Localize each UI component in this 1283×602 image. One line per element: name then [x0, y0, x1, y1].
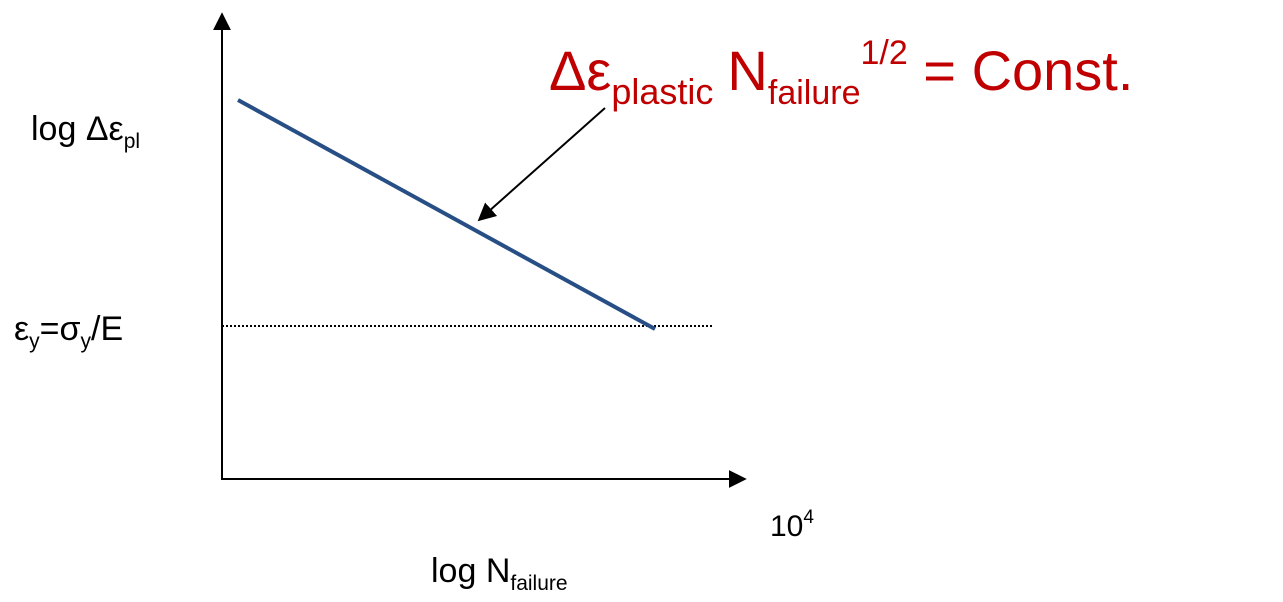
threshold-epsilon: ε — [14, 310, 29, 348]
equation-n: N — [727, 39, 767, 102]
threshold-sigma: =σ — [40, 310, 81, 348]
equation-n-subscript: failure — [768, 74, 861, 112]
x-axis-label-main: log N — [431, 552, 510, 590]
y-axis-label-main: log Δε — [31, 110, 124, 148]
equation-tail: = Const. — [908, 39, 1134, 102]
annotation-arrow — [477, 107, 606, 222]
y-axis-label: log Δεpl — [31, 110, 140, 153]
threshold-epsilon-subscript: y — [29, 330, 40, 353]
equation-label: Δεplastic Nfailure1/2 = Const. — [549, 34, 1133, 112]
x-tick-base: 10 — [770, 510, 803, 543]
threshold-label: εy=σy/E — [14, 310, 123, 353]
x-axis-label-subscript: failure — [510, 572, 567, 595]
x-tick-exponent: 4 — [803, 507, 814, 528]
x-tick-label: 104 — [770, 507, 814, 543]
x-axis-label: log Nfailure — [431, 552, 568, 595]
y-axis-label-subscript: pl — [124, 130, 140, 153]
threshold-sigma-subscript: y — [81, 330, 92, 353]
equation-epsilon-subscript: plastic — [611, 71, 713, 112]
equation-epsilon: ε — [586, 39, 611, 102]
equation-n-superscript: 1/2 — [860, 34, 907, 72]
threshold-tail: /E — [91, 310, 123, 348]
coffin-manson-line — [237, 98, 656, 331]
equation-delta: Δ — [549, 39, 586, 102]
